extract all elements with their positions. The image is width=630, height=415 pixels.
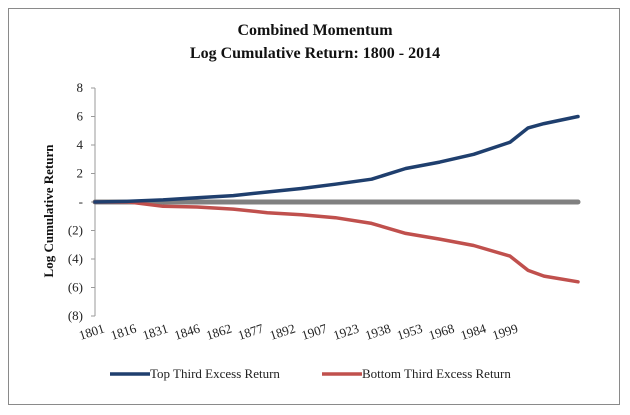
x-tick-label: 1984 — [459, 320, 489, 342]
y-tick-label: 6 — [77, 109, 84, 124]
chart-frame — [8, 8, 620, 405]
x-tick-label: 1999 — [490, 321, 519, 343]
series-lines — [92, 114, 581, 284]
legend: Top Third Excess Return Bottom Third Exce… — [110, 366, 511, 381]
x-tick-label: 1831 — [141, 321, 170, 343]
x-tick-label: 1862 — [204, 321, 233, 343]
y-tick-label: (6) — [68, 280, 83, 295]
x-tick-label: 1907 — [300, 320, 330, 342]
y-tick-label: (2) — [68, 223, 83, 238]
x-tick-label: 1892 — [268, 321, 297, 343]
legend-label: Top Third Excess Return — [150, 366, 280, 381]
y-tick-label: 2 — [77, 166, 84, 181]
x-tick-label: 1816 — [109, 320, 139, 342]
x-tick-label: 1877 — [236, 320, 266, 342]
x-tick-label: 1968 — [427, 321, 456, 343]
legend-label: Bottom Third Excess Return — [362, 366, 511, 381]
x-tick-label: 1938 — [363, 321, 392, 343]
x-tick-label: 1846 — [172, 320, 202, 342]
x-axis: 1801 1816 1831 1846 1862 1877 1892 1907 1923 1938… — [77, 320, 520, 342]
y-tick-label: (4) — [68, 251, 83, 266]
series-line-bottom-third — [93, 200, 580, 284]
x-tick-label: 1923 — [331, 321, 360, 343]
x-tick-label: 1953 — [395, 321, 424, 343]
y-axis: 8 6 4 2 - (2) (4) (6) (8) — [68, 80, 96, 323]
y-tick-label: 4 — [77, 137, 84, 152]
y-axis-label: Log Cumulative Return — [41, 144, 56, 278]
y-tick-label: - — [79, 194, 83, 209]
chart-subtitle: Log Cumulative Return: 1800 - 2014 — [189, 45, 441, 62]
x-tick-label: 1801 — [77, 321, 106, 343]
y-tick-label: (8) — [68, 308, 83, 323]
chart-title: Combined Momentum — [237, 22, 393, 39]
series-line-top-third — [93, 114, 580, 204]
y-tick-label: 8 — [77, 80, 84, 95]
